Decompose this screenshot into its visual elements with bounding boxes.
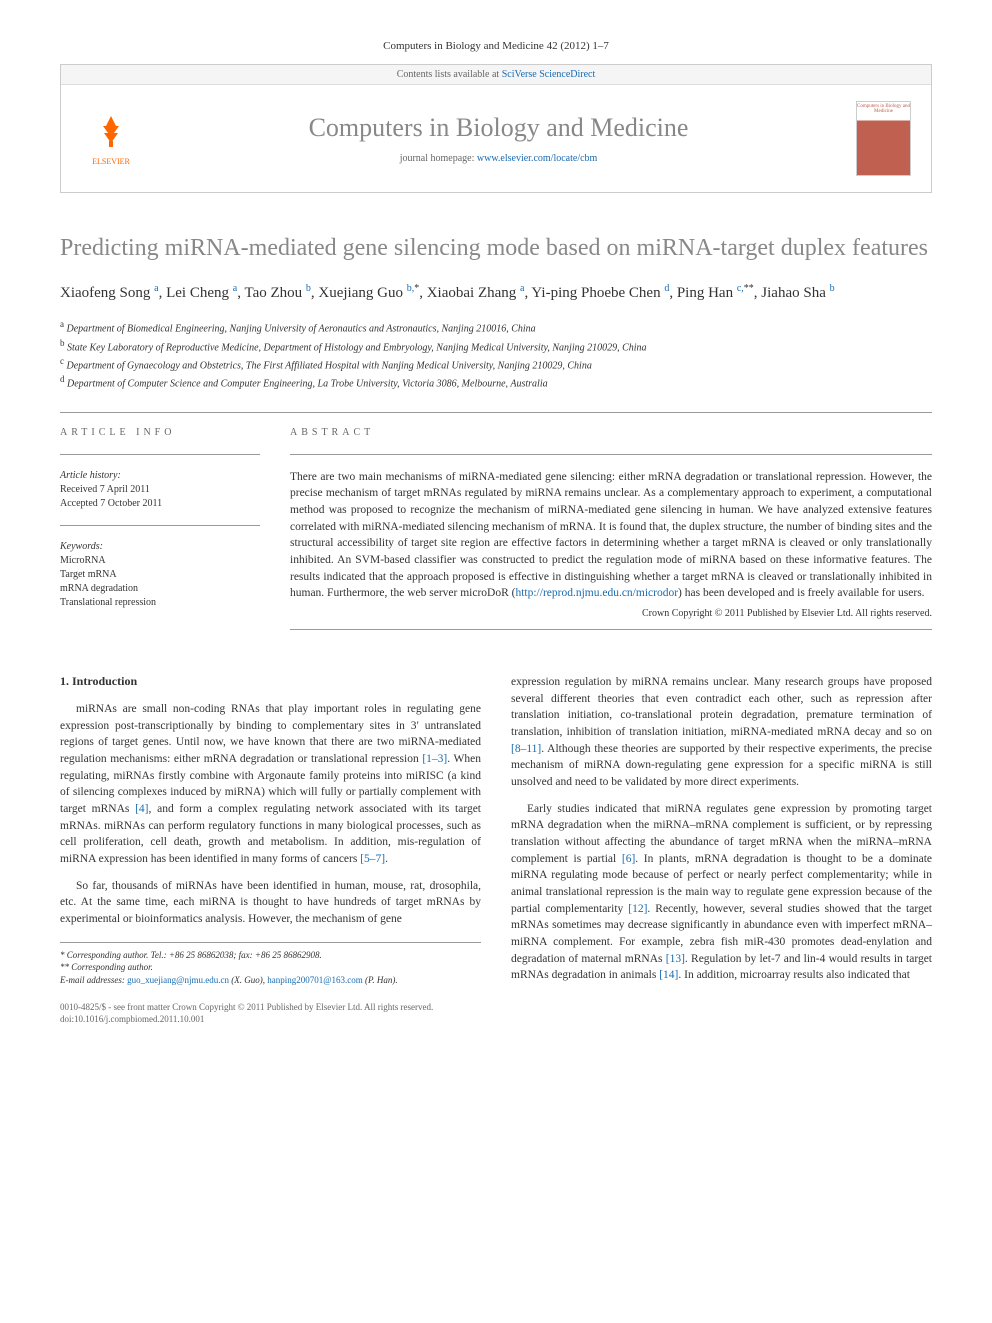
abstract-text: There are two main mechanisms of miRNA-m… bbox=[290, 469, 932, 602]
journal-homepage: journal homepage: www.elsevier.com/locat… bbox=[141, 153, 856, 164]
divider bbox=[290, 629, 932, 630]
keyword-item: Translational repression bbox=[60, 596, 260, 610]
body-column-right: expression regulation by miRNA remains u… bbox=[511, 674, 932, 1026]
elsevier-label: ELSEVIER bbox=[81, 157, 141, 166]
journal-title-block: Computers in Biology and Medicine journa… bbox=[141, 113, 856, 164]
contents-bar: Contents lists available at SciVerse Sci… bbox=[61, 65, 931, 85]
affiliation-item: d Department of Computer Science and Com… bbox=[60, 373, 932, 391]
sciencedirect-link[interactable]: SciVerse ScienceDirect bbox=[502, 69, 596, 80]
keyword-item: MicroRNA bbox=[60, 554, 260, 568]
abstract-copyright: Crown Copyright © 2011 Published by Else… bbox=[290, 608, 932, 619]
microdor-link[interactable]: http://reprod.njmu.edu.cn/microdor bbox=[515, 587, 678, 599]
keyword-item: Target mRNA bbox=[60, 568, 260, 582]
article-title: Predicting miRNA-mediated gene silencing… bbox=[60, 233, 932, 264]
email-name-2: (P. Han). bbox=[365, 975, 398, 985]
journal-cover-thumbnail: Computers in Biology and Medicine bbox=[856, 101, 911, 176]
body-paragraph: So far, thousands of miRNAs have been id… bbox=[60, 878, 481, 928]
email-link-1[interactable]: guo_xuejiang@njmu.edu.cn bbox=[127, 975, 229, 985]
keyword-item: mRNA degradation bbox=[60, 582, 260, 596]
article-info-heading: ARTICLE INFO bbox=[60, 427, 260, 444]
body-paragraph: miRNAs are small non-coding RNAs that pl… bbox=[60, 701, 481, 868]
keywords-block: Keywords: MicroRNATarget mRNAmRNA degrad… bbox=[60, 540, 260, 610]
affiliation-item: b State Key Laboratory of Reproductive M… bbox=[60, 337, 932, 355]
affiliation-item: c Department of Gynaecology and Obstetri… bbox=[60, 355, 932, 373]
journal-header-box: Contents lists available at SciVerse Sci… bbox=[60, 64, 932, 193]
homepage-link[interactable]: www.elsevier.com/locate/cbm bbox=[477, 153, 597, 164]
email-link-2[interactable]: hanping200701@163.com bbox=[267, 975, 363, 985]
front-matter-line: 0010-4825/$ - see front matter Crown Cop… bbox=[60, 1002, 481, 1014]
footnotes: * Corresponding author. Tel.: +86 25 868… bbox=[60, 942, 481, 987]
accepted-date: Accepted 7 October 2011 bbox=[60, 497, 260, 511]
body-column-left: 1. Introduction miRNAs are small non-cod… bbox=[60, 674, 481, 1026]
body-columns: 1. Introduction miRNAs are small non-cod… bbox=[60, 674, 932, 1026]
divider bbox=[60, 412, 932, 413]
abstract-after: ) has been developed and is freely avail… bbox=[678, 587, 925, 599]
abstract-body: There are two main mechanisms of miRNA-m… bbox=[290, 471, 932, 600]
elsevier-logo: ELSEVIER bbox=[81, 111, 141, 166]
authors-list: Xiaofeng Song a, Lei Cheng a, Tao Zhou b… bbox=[60, 282, 932, 304]
corresponding-author-1: * Corresponding author. Tel.: +86 25 868… bbox=[60, 949, 481, 962]
divider bbox=[290, 454, 932, 455]
keywords-label: Keywords: bbox=[60, 540, 260, 554]
introduction-heading: 1. Introduction bbox=[60, 674, 481, 689]
email-name-1: (X. Guo), bbox=[231, 975, 265, 985]
journal-reference: Computers in Biology and Medicine 42 (20… bbox=[60, 40, 932, 52]
journal-title: Computers in Biology and Medicine bbox=[141, 113, 856, 143]
body-text-left: miRNAs are small non-coding RNAs that pl… bbox=[60, 701, 481, 928]
affiliations-list: a Department of Biomedical Engineering, … bbox=[60, 318, 932, 391]
received-date: Received 7 April 2011 bbox=[60, 483, 260, 497]
corresponding-author-2: ** Corresponding author. bbox=[60, 961, 481, 974]
email-label: E-mail addresses: bbox=[60, 975, 125, 985]
history-label: Article history: bbox=[60, 469, 260, 483]
body-paragraph: Early studies indicated that miRNA regul… bbox=[511, 801, 932, 984]
article-info-column: ARTICLE INFO Article history: Received 7… bbox=[60, 427, 260, 644]
doi-line: doi:10.1016/j.compbiomed.2011.10.001 bbox=[60, 1014, 481, 1026]
info-abstract-row: ARTICLE INFO Article history: Received 7… bbox=[60, 427, 932, 644]
article-history: Article history: Received 7 April 2011 A… bbox=[60, 469, 260, 511]
contents-text: Contents lists available at bbox=[397, 69, 502, 80]
header-main: ELSEVIER Computers in Biology and Medici… bbox=[61, 85, 931, 192]
body-paragraph: expression regulation by miRNA remains u… bbox=[511, 674, 932, 791]
abstract-heading: ABSTRACT bbox=[290, 427, 932, 444]
divider bbox=[60, 525, 260, 526]
footer-meta: 0010-4825/$ - see front matter Crown Cop… bbox=[60, 1002, 481, 1025]
elsevier-tree-icon bbox=[91, 111, 131, 151]
affiliation-item: a Department of Biomedical Engineering, … bbox=[60, 318, 932, 336]
homepage-label: journal homepage: bbox=[400, 153, 477, 164]
divider bbox=[60, 454, 260, 455]
cover-title: Computers in Biology and Medicine bbox=[857, 102, 910, 114]
email-addresses: E-mail addresses: guo_xuejiang@njmu.edu.… bbox=[60, 974, 481, 987]
abstract-column: ABSTRACT There are two main mechanisms o… bbox=[290, 427, 932, 644]
body-text-right: expression regulation by miRNA remains u… bbox=[511, 674, 932, 984]
